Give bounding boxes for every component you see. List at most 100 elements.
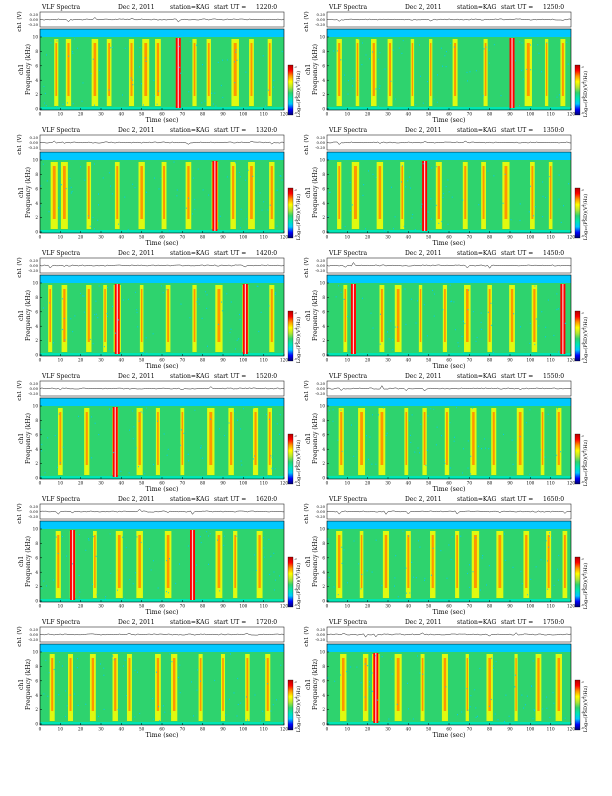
noise-speck bbox=[134, 669, 136, 671]
noise-speck bbox=[210, 418, 211, 420]
waveform-trace bbox=[39, 264, 285, 269]
colorbar-label: Log₁₀(PSD)(V²/Hz) bbox=[295, 686, 302, 732]
colorbar-tick-label: -4 bbox=[294, 326, 297, 330]
noise-speck bbox=[375, 176, 377, 178]
panel-station: station=KAG bbox=[170, 496, 209, 503]
time-tick-label: 120 bbox=[280, 604, 288, 609]
noise-speck bbox=[194, 198, 196, 200]
time-tick-label: 30 bbox=[98, 727, 104, 732]
time-tick-label: 20 bbox=[78, 358, 84, 363]
noise-speck bbox=[62, 446, 64, 448]
noise-speck bbox=[146, 407, 148, 409]
noise-speck bbox=[61, 665, 63, 667]
noise-speck bbox=[557, 568, 558, 570]
noise-speck bbox=[547, 413, 549, 415]
noise-speck bbox=[269, 204, 271, 206]
noise-speck bbox=[406, 592, 407, 594]
spheric-burst-core bbox=[51, 658, 54, 711]
spheric-burst-core bbox=[234, 535, 237, 588]
noise-speck bbox=[434, 293, 435, 295]
panel-date: Dec 2, 2011 bbox=[405, 4, 442, 11]
noise-speck bbox=[85, 549, 87, 551]
panel-ut-prefix: start UT = bbox=[501, 619, 533, 626]
spheric-burst-core bbox=[454, 43, 457, 96]
colorbar-tick-label: -4 bbox=[294, 203, 297, 207]
time-tick-label: 30 bbox=[98, 112, 104, 117]
freq-tick-label: 8 bbox=[322, 172, 325, 177]
spheric-burst-core bbox=[270, 289, 273, 342]
noise-speck bbox=[446, 51, 447, 53]
spheric-burst-core bbox=[157, 412, 159, 465]
spectra-panel: VLF Spectra Dec 2, 2011 station=KAG start U… bbox=[16, 619, 302, 739]
noise-speck bbox=[260, 720, 261, 722]
waveform-tick-label: -0.20 bbox=[315, 391, 325, 396]
time-tick-label: 30 bbox=[385, 112, 391, 117]
noise-speck bbox=[134, 716, 136, 718]
noise-speck bbox=[444, 55, 446, 57]
time-tick-label: 60 bbox=[159, 358, 165, 363]
noise-speck bbox=[463, 448, 464, 450]
noise-speck bbox=[268, 89, 270, 91]
spectrogram bbox=[327, 152, 571, 233]
noise-speck bbox=[217, 61, 219, 63]
spectrogram-ylabel: Frequency (kHz) bbox=[25, 167, 32, 218]
freq-tick-label: 4 bbox=[322, 570, 325, 575]
noise-speck bbox=[351, 204, 353, 206]
strong-burst-core bbox=[352, 284, 355, 354]
spectrogram-high-band bbox=[327, 29, 571, 37]
noise-speck bbox=[133, 426, 135, 428]
noise-speck bbox=[380, 313, 381, 315]
freq-tick-label: 8 bbox=[35, 541, 38, 546]
spheric-burst-core bbox=[419, 289, 422, 342]
freq-tick-label: 2 bbox=[322, 338, 325, 343]
waveform-ylabel: ch1 (V) bbox=[303, 380, 310, 400]
noise-speck bbox=[47, 695, 49, 697]
freq-tick-label: 4 bbox=[322, 324, 325, 329]
time-tick-label: 110 bbox=[260, 112, 268, 117]
noise-speck bbox=[358, 563, 360, 565]
colorbar bbox=[574, 187, 581, 239]
noise-speck bbox=[558, 174, 560, 176]
noise-speck bbox=[547, 588, 549, 590]
spheric-burst-core bbox=[488, 289, 491, 342]
time-tick-label: 110 bbox=[260, 358, 268, 363]
noise-speck bbox=[193, 715, 194, 717]
noise-speck bbox=[264, 556, 265, 558]
colorbar-tick-label: -6 bbox=[294, 465, 297, 469]
noise-speck bbox=[379, 343, 381, 345]
noise-speck bbox=[230, 301, 232, 303]
noise-speck bbox=[138, 420, 140, 422]
noise-speck bbox=[329, 191, 331, 193]
noise-speck bbox=[469, 71, 471, 73]
freq-tick-label: 2 bbox=[322, 92, 325, 97]
noise-speck bbox=[519, 41, 521, 43]
time-tick-label: 70 bbox=[467, 481, 473, 486]
noise-speck bbox=[120, 470, 122, 472]
noise-speck bbox=[545, 336, 546, 338]
noise-speck bbox=[462, 472, 464, 474]
noise-speck bbox=[262, 55, 264, 57]
waveform-tick-label: 0.00 bbox=[30, 509, 39, 514]
noise-speck bbox=[445, 686, 447, 688]
panel-title: VLF Spectra bbox=[41, 619, 81, 626]
noise-speck bbox=[226, 176, 228, 178]
noise-speck bbox=[208, 563, 209, 565]
noise-speck bbox=[77, 658, 78, 660]
noise-speck bbox=[504, 533, 505, 535]
noise-speck bbox=[362, 297, 363, 299]
noise-speck bbox=[449, 284, 451, 286]
noise-speck bbox=[425, 464, 427, 466]
noise-speck bbox=[152, 333, 154, 335]
noise-speck bbox=[159, 720, 160, 722]
spectrogram-high-band bbox=[40, 521, 284, 529]
waveform-tick-label: 0.00 bbox=[317, 17, 326, 22]
time-tick-label: 0 bbox=[39, 604, 42, 609]
noise-speck bbox=[477, 715, 478, 717]
noise-speck bbox=[390, 320, 392, 322]
spectrogram-channel-label: ch1 bbox=[305, 310, 312, 321]
noise-speck bbox=[542, 195, 544, 197]
noise-speck bbox=[233, 692, 235, 694]
noise-speck bbox=[263, 537, 265, 539]
noise-speck bbox=[230, 653, 231, 655]
spheric-burst-core bbox=[128, 658, 131, 711]
